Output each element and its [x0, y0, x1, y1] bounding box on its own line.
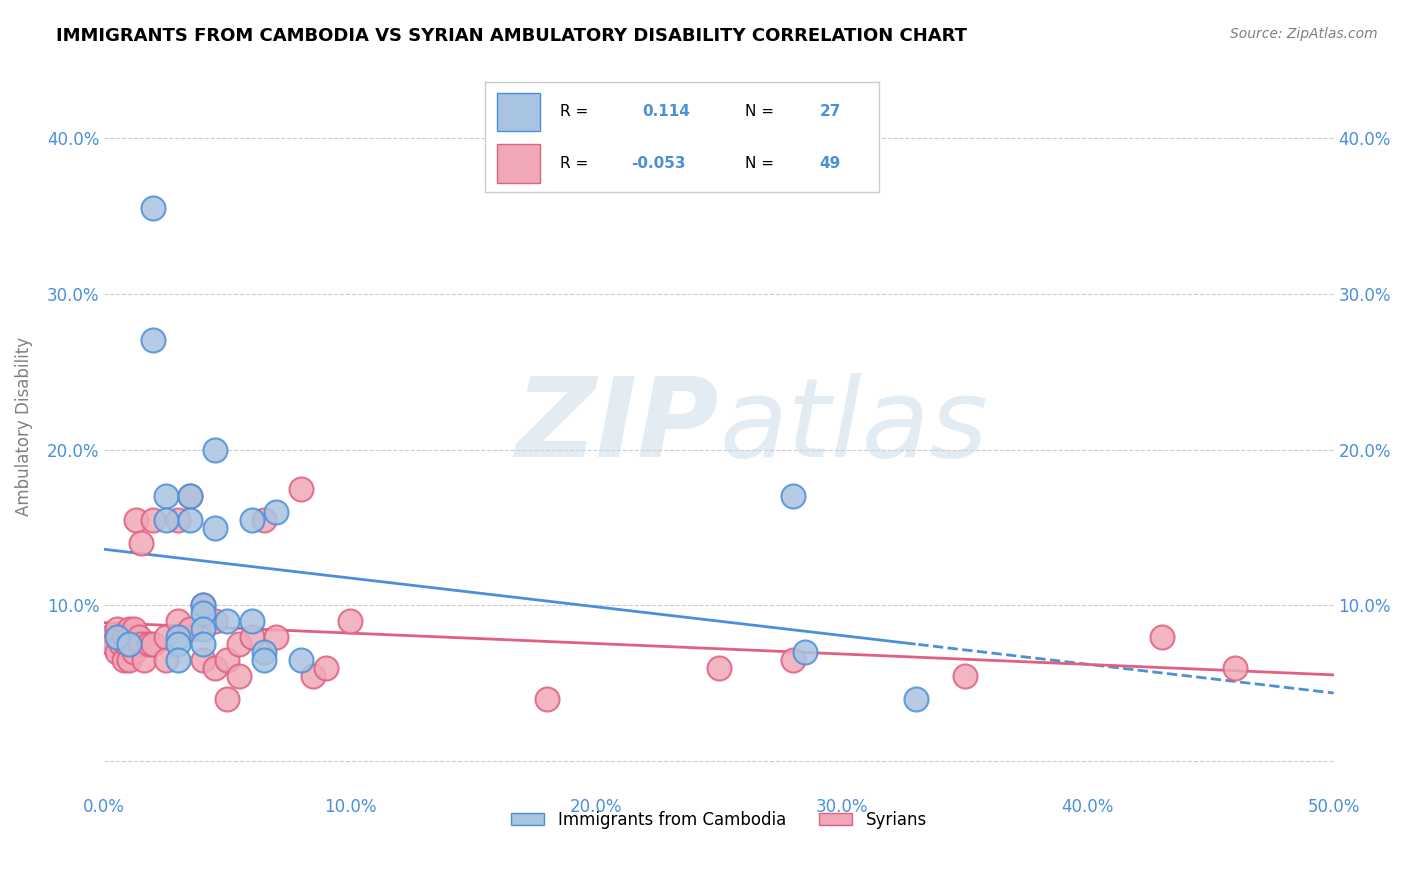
Point	[1150, 630, 1173, 644]
Text: Source: ZipAtlas.com: Source: ZipAtlas.com	[1230, 27, 1378, 41]
Point	[179, 622, 201, 636]
Legend: Immigrants from Cambodia, Syrians: Immigrants from Cambodia, Syrians	[505, 805, 934, 836]
Point	[240, 614, 263, 628]
Point	[98, 630, 121, 644]
Point	[142, 201, 165, 215]
Text: ZIP: ZIP	[516, 373, 718, 480]
Point	[155, 630, 177, 644]
Point	[129, 536, 152, 550]
Point	[266, 630, 288, 644]
Point	[179, 489, 201, 503]
Point	[132, 653, 155, 667]
Point	[240, 630, 263, 644]
Point	[142, 334, 165, 348]
Point	[112, 653, 135, 667]
Point	[155, 653, 177, 667]
Point	[115, 638, 138, 652]
Point	[155, 513, 177, 527]
Point	[217, 692, 239, 706]
Point	[217, 614, 239, 628]
Point	[217, 653, 239, 667]
Point	[129, 638, 152, 652]
Point	[191, 653, 214, 667]
Point	[122, 645, 145, 659]
Point	[253, 653, 276, 667]
Point	[536, 692, 558, 706]
Point	[204, 614, 226, 628]
Point	[105, 645, 128, 659]
Point	[167, 638, 190, 652]
Point	[122, 622, 145, 636]
Text: atlas: atlas	[718, 373, 987, 480]
Point	[266, 505, 288, 519]
Point	[138, 638, 160, 652]
Point	[167, 653, 190, 667]
Point	[105, 630, 128, 644]
Point	[167, 614, 190, 628]
Point	[290, 482, 312, 496]
Point	[290, 653, 312, 667]
Point	[204, 442, 226, 457]
Point	[128, 630, 150, 644]
Point	[142, 513, 165, 527]
Point	[204, 661, 226, 675]
Point	[155, 489, 177, 503]
Point	[228, 638, 250, 652]
Point	[125, 513, 148, 527]
Point	[1225, 661, 1247, 675]
Point	[179, 513, 201, 527]
Point	[191, 607, 214, 621]
Point	[105, 622, 128, 636]
Point	[142, 638, 165, 652]
Point	[179, 489, 201, 503]
Point	[782, 489, 804, 503]
Point	[108, 630, 131, 644]
Point	[240, 513, 263, 527]
Point	[794, 645, 817, 659]
Point	[191, 638, 214, 652]
Point	[191, 622, 214, 636]
Point	[904, 692, 927, 706]
Point	[118, 653, 141, 667]
Point	[100, 638, 122, 652]
Y-axis label: Ambulatory Disability: Ambulatory Disability	[15, 336, 32, 516]
Point	[339, 614, 361, 628]
Point	[253, 645, 276, 659]
Point	[191, 599, 214, 613]
Point	[782, 653, 804, 667]
Point	[315, 661, 337, 675]
Point	[191, 599, 214, 613]
Point	[110, 638, 132, 652]
Text: IMMIGRANTS FROM CAMBODIA VS SYRIAN AMBULATORY DISABILITY CORRELATION CHART: IMMIGRANTS FROM CAMBODIA VS SYRIAN AMBUL…	[56, 27, 967, 45]
Point	[118, 622, 141, 636]
Point	[167, 513, 190, 527]
Point	[302, 668, 325, 682]
Point	[228, 668, 250, 682]
Point	[118, 630, 141, 644]
Point	[204, 520, 226, 534]
Point	[167, 630, 190, 644]
Point	[253, 513, 276, 527]
Point	[118, 638, 141, 652]
Point	[112, 630, 135, 644]
Point	[953, 668, 976, 682]
Point	[707, 661, 730, 675]
